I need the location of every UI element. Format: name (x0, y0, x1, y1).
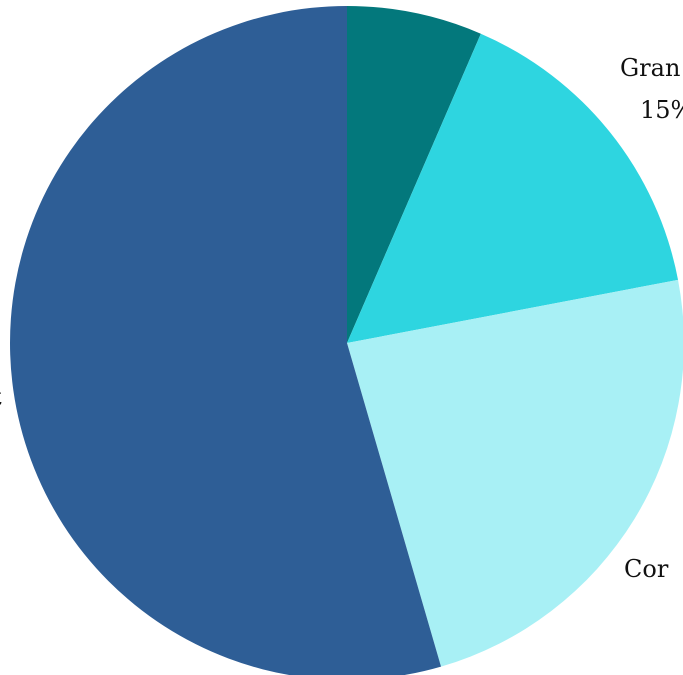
slice-value-label-gran: 15% (640, 96, 683, 124)
pie-slice-3 (10, 6, 442, 675)
pie-slice-1 (347, 33, 679, 343)
pie-slice-2 (347, 279, 683, 667)
slice-label-cor: Cor (624, 555, 669, 583)
pie-slice-0 (347, 6, 481, 343)
pie-slices (10, 6, 683, 675)
slice-label-gran: Gran (620, 54, 680, 82)
slice-label-t: t (0, 383, 2, 411)
